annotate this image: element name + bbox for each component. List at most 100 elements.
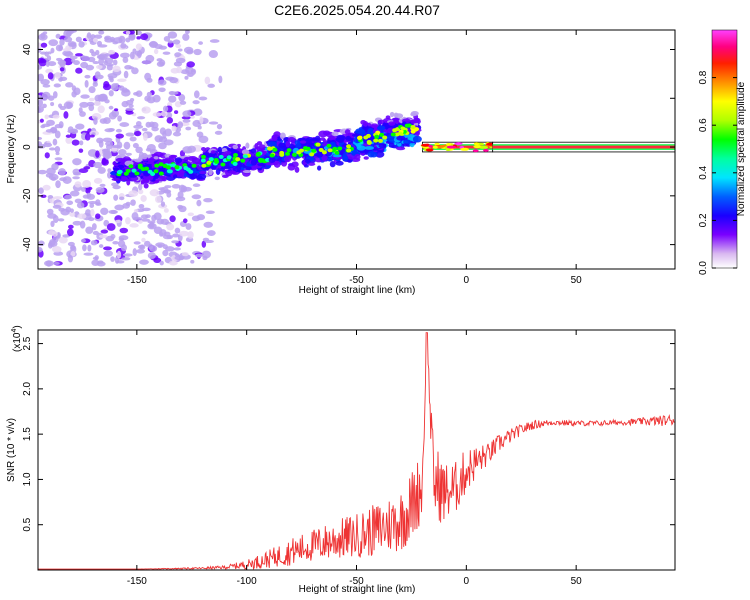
- heatmap-cell: [125, 107, 135, 111]
- heatmap-cell: [391, 117, 400, 122]
- heatmap-cell: [97, 166, 106, 174]
- heatmap-cell: [98, 30, 105, 35]
- heatmap-cell: [173, 247, 181, 251]
- heatmap-cell: [123, 70, 129, 79]
- heatmap-cell: [97, 105, 105, 114]
- heatmap-cell: [178, 93, 186, 102]
- heatmap-cell: [38, 57, 45, 64]
- heatmap-cell: [112, 59, 118, 66]
- heatmap-cell: [208, 157, 214, 162]
- heatmap-cell: [125, 216, 131, 225]
- heatmap-cell: [172, 39, 181, 45]
- heatmap-cell: [174, 52, 182, 58]
- heatmap-cell: [201, 163, 207, 168]
- heatmap-cell: [167, 40, 174, 44]
- heatmap-cell: [205, 210, 215, 214]
- heatmap-cell: [214, 130, 223, 135]
- heatmap-cell: [52, 114, 60, 119]
- snr-x-ticks: -150 -100 -50 0 50: [127, 330, 582, 587]
- heatmap-cell: [123, 141, 131, 150]
- heatmap-cell: [137, 116, 146, 120]
- heatmap-cell: [332, 146, 338, 151]
- spectrogram-x-label: Height of straight line (km): [299, 285, 416, 296]
- heatmap-cell: [78, 148, 84, 153]
- heatmap-cell: [67, 254, 74, 263]
- heatmap-cell: [102, 83, 112, 91]
- heatmap-cell: [204, 76, 211, 85]
- heatmap-cell: [331, 131, 339, 137]
- heatmap-cell: [202, 255, 208, 261]
- heatmap-cell: [207, 83, 215, 88]
- heatmap-cell: [99, 183, 106, 187]
- heatmap-cell: [174, 165, 180, 170]
- heatmap-cell: [59, 67, 65, 72]
- heatmap-cell: [196, 199, 202, 207]
- heatmap-cell: [119, 227, 129, 234]
- heatmap-cell: [159, 260, 164, 266]
- heatmap-cell: [92, 61, 100, 65]
- heatmap-cell: [195, 253, 204, 258]
- heatmap-cell: [158, 187, 165, 191]
- heatmap-cell: [174, 227, 181, 234]
- heatmap-cell: [46, 119, 55, 126]
- heatmap-cell: [377, 138, 383, 143]
- heatmap-cell: [126, 178, 131, 186]
- heatmap-cell: [145, 214, 151, 219]
- heatmap-cell: [235, 157, 241, 162]
- heatmap-cell: [122, 253, 133, 257]
- heatmap-cell: [69, 208, 74, 213]
- heatmap-cell: [105, 141, 114, 147]
- heatmap-cell: [95, 49, 100, 56]
- heatmap-cell: [397, 131, 403, 136]
- heatmap-cell: [377, 125, 386, 131]
- heatmap-cell: [241, 149, 250, 155]
- heatmap-cell: [210, 150, 216, 154]
- heatmap-cell: [188, 169, 194, 174]
- heatmap-cell: [45, 260, 52, 267]
- heatmap-cell: [161, 159, 171, 165]
- snr-y-tick-label: 1.5: [22, 427, 33, 441]
- heatmap-cell: [85, 187, 91, 194]
- heatmap-cell: [189, 173, 195, 178]
- heatmap-cell: [69, 212, 76, 217]
- heatmap-cell: [153, 151, 164, 158]
- heatmap-cell: [72, 220, 82, 226]
- heatmap-cell: [162, 51, 171, 55]
- spectrogram-heatmap: [38, 30, 675, 267]
- heatmap-cell: [51, 246, 62, 253]
- heatmap-cell: [128, 190, 139, 197]
- heatmap-cell: [116, 260, 125, 264]
- heatmap-cell: [296, 150, 302, 155]
- heatmap-cell: [178, 205, 187, 213]
- heatmap-cell: [50, 176, 57, 181]
- heatmap-cell: [193, 108, 203, 116]
- heatmap-cell: [178, 184, 186, 193]
- heatmap-cell: [136, 248, 146, 254]
- heatmap-cell: [199, 116, 204, 124]
- heatmap-cell: [220, 162, 226, 167]
- heatmap-cell: [272, 147, 278, 152]
- heatmap-cell: [46, 208, 54, 215]
- heatmap-cell: [89, 203, 95, 208]
- heatmap-cell: [172, 131, 182, 137]
- heatmap-cell: [268, 157, 276, 163]
- heatmap-cell: [134, 130, 142, 137]
- heatmap-cell: [81, 55, 90, 62]
- heatmap-cell: [286, 148, 292, 153]
- heatmap-cell: [141, 106, 151, 114]
- heatmap-cell: [208, 168, 213, 176]
- heatmap-cell: [146, 143, 156, 152]
- heatmap-cell: [129, 223, 139, 228]
- heatmap-cell: [45, 60, 50, 67]
- heatmap-cell: [82, 244, 87, 252]
- heatmap-cell: [139, 244, 146, 250]
- heatmap-cell: [96, 64, 103, 70]
- heatmap-cell: [66, 200, 74, 206]
- heatmap-cell: [183, 218, 188, 224]
- heatmap-cell: [88, 217, 95, 222]
- heatmap-cell: [492, 145, 675, 149]
- heatmap-cell: [84, 79, 89, 88]
- heatmap-cell: [96, 54, 106, 60]
- heatmap-cell: [304, 139, 312, 144]
- heatmap-cell: [173, 174, 178, 179]
